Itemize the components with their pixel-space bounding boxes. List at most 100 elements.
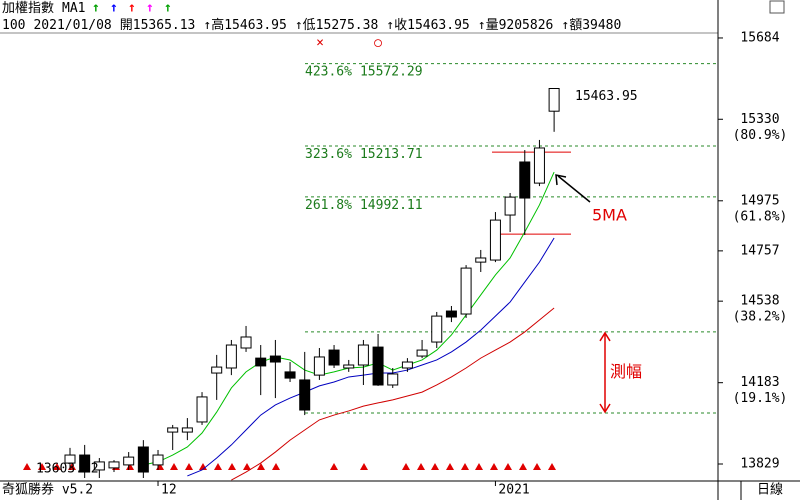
- signal-triangle: [272, 463, 280, 470]
- last-price-label: 15463.95: [575, 89, 638, 104]
- ma-line: [231, 307, 555, 481]
- period[interactable]: 日線: [757, 482, 783, 498]
- quote-item: ↑額39480: [561, 18, 621, 33]
- ma-arrow: [557, 175, 591, 203]
- signal-triangle: [185, 463, 193, 470]
- candle-body: [504, 196, 516, 216]
- candle-body: [79, 454, 91, 473]
- scroll-button[interactable]: [769, 0, 785, 14]
- candle-body: [137, 446, 149, 473]
- signal-triangle: [257, 463, 265, 470]
- candle-body: [357, 344, 369, 366]
- fib-label: 261.8% 14992.11: [305, 197, 423, 212]
- quote-item: ↑收15463.95: [386, 18, 469, 33]
- quote-item: ↑量9205826: [478, 18, 554, 33]
- y-tick-note: (19.1%): [733, 391, 788, 406]
- ma-label: 5MA: [592, 206, 627, 225]
- y-tick-label: 14757: [740, 243, 779, 258]
- signal-triangle: [533, 463, 541, 470]
- candle-body: [489, 219, 501, 261]
- y-tick-label: 14183: [740, 375, 779, 390]
- candle-body: [387, 373, 399, 386]
- signal-triangle: [519, 463, 527, 470]
- fib-price: 15213.71: [360, 146, 423, 161]
- candle-body: [460, 267, 472, 315]
- y-tick-label: 13829: [740, 456, 779, 471]
- candle-body: [548, 88, 560, 112]
- candle-body: [123, 456, 135, 466]
- signal-triangle: [38, 463, 46, 470]
- signal-triangle: [214, 463, 222, 470]
- candle-body: [299, 379, 311, 411]
- signal-triangle: [490, 463, 498, 470]
- y-tick-note: (80.9%): [733, 128, 788, 143]
- signal-triangle: [431, 463, 439, 470]
- candle-body: [211, 366, 223, 374]
- fib-pct: 261.8%: [305, 197, 352, 212]
- candle-body: [240, 336, 252, 349]
- quote-item: 開15365.13: [120, 18, 196, 33]
- signal-triangle: [461, 463, 469, 470]
- candle-body: [284, 371, 296, 379]
- signal-triangle: [23, 463, 31, 470]
- fib-price: 14992.11: [360, 197, 423, 212]
- y-tick-label: 15330: [740, 112, 779, 127]
- y-tick-label: 14975: [740, 193, 779, 208]
- fib-label: 423.6% 15572.29: [305, 64, 423, 79]
- candle-body: [431, 315, 443, 343]
- candle-body: [196, 396, 208, 423]
- quote-item: ↑低15275.38: [295, 18, 378, 33]
- candle-body: [255, 357, 267, 367]
- candle-body: [108, 461, 120, 469]
- quote-item: 100: [2, 18, 25, 33]
- fib-label: 323.6% 15213.71: [305, 146, 423, 161]
- candle-body: [152, 454, 164, 466]
- signal-triangle: [53, 463, 61, 470]
- signal-triangle: [446, 463, 454, 470]
- y-tick-label: 15684: [740, 30, 779, 45]
- indicator-arrow: ↑: [164, 1, 172, 16]
- indicator-arrow: ↑: [146, 1, 154, 16]
- candle-body: [372, 346, 384, 386]
- indicator-arrow: ↑: [92, 1, 100, 16]
- signal-triangle: [170, 463, 178, 470]
- brand: 奇狐勝券 v5.2: [2, 482, 93, 498]
- quote-line: 100 2021/01/08 開15365.13 ↑高15463.95 ↑低15275.…: [2, 17, 621, 33]
- signal-triangle: [199, 463, 207, 470]
- candle-body: [416, 349, 428, 357]
- x-tick-label: 12: [161, 483, 177, 498]
- range-arrowhead: [599, 331, 611, 342]
- range-arrowhead: [599, 403, 611, 414]
- signal-triangle: [360, 463, 368, 470]
- candle-body: [519, 161, 531, 199]
- quote-item: 2021/01/08: [33, 18, 111, 33]
- signal-mark: ○: [374, 36, 382, 51]
- signal-triangle: [330, 463, 338, 470]
- candle-body: [167, 427, 179, 433]
- quote-item: ↑高15463.95: [203, 17, 286, 33]
- signal-triangle: [504, 463, 512, 470]
- signal-mark: ×: [316, 36, 324, 51]
- fib-pct: 323.6%: [305, 146, 352, 161]
- candle-body: [328, 349, 340, 366]
- candle-body: [269, 355, 281, 363]
- candle-body: [64, 454, 76, 464]
- low-label: 13603.72: [36, 462, 99, 477]
- signal-triangle: [402, 463, 410, 470]
- y-tick-label: 14538: [740, 294, 779, 309]
- y-tick-note: (61.8%): [733, 209, 788, 224]
- candle-body: [181, 427, 193, 433]
- indicator-arrow: ↑: [110, 1, 118, 16]
- signal-triangle: [417, 463, 425, 470]
- indicator-arrow: ↑: [128, 1, 136, 16]
- ma-arrowhead: [555, 174, 567, 186]
- candle-body: [445, 310, 457, 318]
- fib-pct: 423.6%: [305, 64, 352, 79]
- x-tick-label: 2021: [498, 483, 529, 498]
- candle-body: [343, 364, 355, 369]
- range-label: 測幅: [610, 362, 642, 381]
- signal-triangle: [243, 463, 251, 470]
- signal-triangle: [548, 463, 556, 470]
